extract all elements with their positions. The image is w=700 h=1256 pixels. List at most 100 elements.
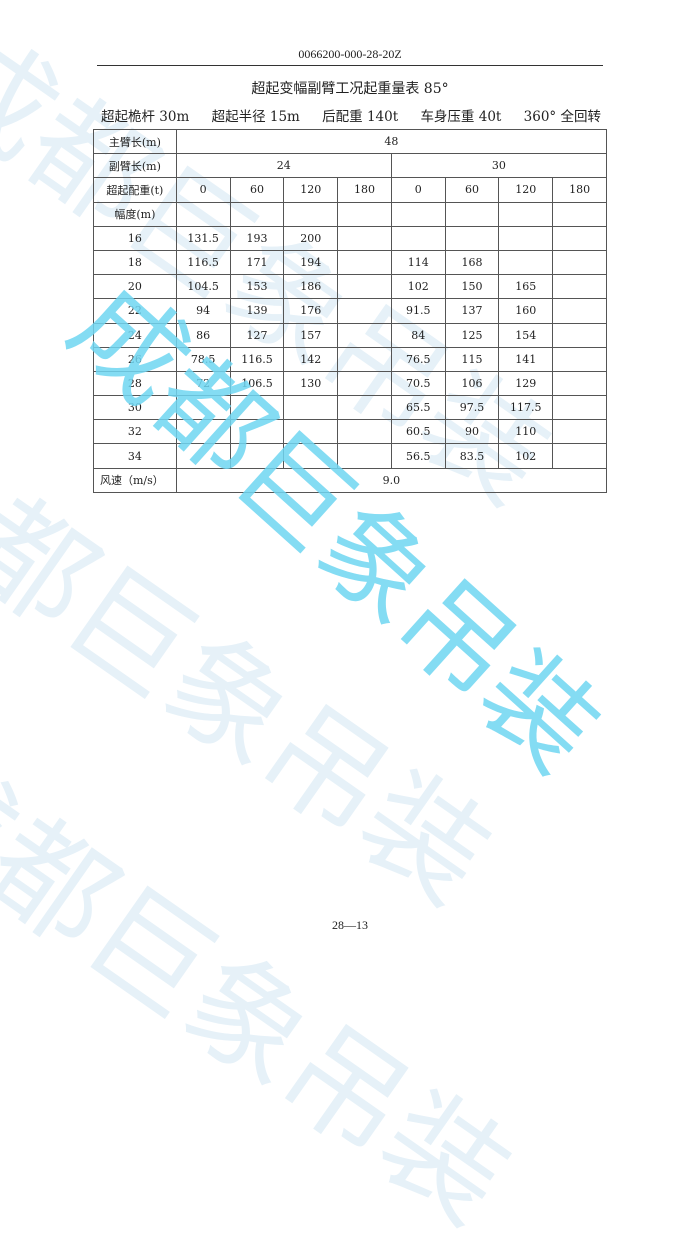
table-cell (175, 395, 231, 421)
table-cell (444, 201, 500, 227)
table-row: 副臂长(m) 24 30 (93, 153, 608, 179)
table-cell: 110 (498, 419, 554, 445)
row-header: 18 (93, 249, 177, 276)
row-header: 主臂长(m) (93, 128, 177, 155)
table-cell: 94 (175, 298, 231, 324)
table-cell: 139 (229, 298, 285, 324)
table-cell: 154 (498, 322, 554, 348)
table-cell: 91.5 (390, 298, 446, 324)
table-cell: 142 (283, 346, 339, 372)
table-cell: 24 (175, 153, 392, 179)
row-header: 风速（m/s） (93, 467, 177, 493)
table-cell (337, 201, 392, 227)
table-cell: 48 (175, 128, 608, 155)
table-cell (337, 322, 392, 348)
row-header: 16 (93, 225, 177, 251)
table-cell: 84 (390, 322, 446, 348)
table-cell: 83.5 (444, 443, 500, 469)
row-header: 幅度(m) (93, 201, 177, 227)
row-header: 28 (93, 370, 177, 397)
table-row: 34 56.5 83.5 102 (93, 443, 607, 469)
table-cell: 60.5 (390, 419, 446, 445)
header-divider (97, 65, 603, 66)
table-cell (175, 443, 231, 469)
table-row: 超起配重(t) 0 60 120 180 0 60 120 180 (93, 177, 607, 203)
table-cell: 150 (444, 274, 500, 300)
watermark-faint: 成都巨象吊装 (0, 723, 534, 1251)
table-cell (390, 225, 446, 251)
table-cell: 114 (390, 249, 446, 276)
table-cell: 194 (283, 249, 339, 276)
table-cell: 193 (229, 225, 285, 251)
table-cell: 106 (444, 370, 500, 397)
table-cell (337, 370, 392, 397)
table-cell: 104.5 (175, 274, 231, 300)
table-cell (552, 298, 607, 324)
row-header: 副臂长(m) (93, 153, 177, 179)
table-cell: 78.5 (175, 346, 231, 372)
table-cell: 200 (283, 225, 339, 251)
table-cell (337, 225, 392, 251)
table-cell (283, 395, 339, 421)
table-cell (337, 346, 392, 372)
table-cell: 86 (175, 322, 231, 348)
table-cell (390, 201, 446, 227)
table-cell (283, 419, 339, 445)
table-cell: 102 (390, 274, 446, 300)
table-cell: 9.0 (175, 467, 608, 493)
table-cell (337, 395, 392, 421)
table-cell (337, 419, 392, 445)
table-cell: 115 (444, 346, 500, 372)
table-row: 32 60.5 90 110 (93, 419, 607, 445)
page-number: 28—13 (332, 918, 368, 932)
row-header: 32 (93, 419, 177, 445)
table-cell (552, 419, 607, 445)
table-cell: 60 (229, 177, 285, 203)
row-header: 24 (93, 322, 177, 348)
table-cell: 131.5 (175, 225, 231, 251)
table-cell (552, 225, 607, 251)
table-cell (552, 346, 607, 372)
table-cell (498, 225, 554, 251)
table-cell: 137 (444, 298, 500, 324)
table-row: 26 78.5 116.5 142 76.5 115 141 (93, 346, 607, 372)
table-cell (552, 395, 607, 421)
table-cell (175, 201, 231, 227)
table-cell (283, 443, 339, 469)
load-chart-table: 主臂长(m) 48 副臂长(m) 24 30 超起配重(t) 0 60 120 180 0 60 1… (93, 128, 608, 493)
row-header: 34 (93, 443, 177, 469)
table-cell: 70.5 (390, 370, 446, 397)
conditions: 超起桅杆 30m 超起半径 15m 后配重 140t 车身压重 40t 360°… (101, 105, 601, 125)
table-cell: 30 (390, 153, 608, 179)
table-row: 风速（m/s） 9.0 (93, 467, 608, 493)
table-cell: 130 (283, 370, 339, 397)
condition: 车身压重 40t (420, 109, 502, 125)
table-cell (337, 443, 392, 469)
table-cell: 120 (498, 177, 554, 203)
table-cell: 56.5 (390, 443, 446, 469)
condition: 360° 全回转 (523, 109, 601, 125)
row-header: 30 (93, 395, 177, 421)
table-cell: 180 (552, 177, 607, 203)
table-row: 20 104.5 153 186 102 150 165 (93, 274, 607, 300)
condition: 超起桅杆 30m (101, 109, 190, 125)
condition: 后配重 140t (322, 109, 399, 125)
table-cell: 168 (444, 249, 500, 276)
table-cell: 60 (444, 177, 500, 203)
table-cell: 120 (283, 177, 339, 203)
table-cell: 157 (283, 322, 339, 348)
row-header: 26 (93, 346, 177, 372)
table-row: 幅度(m) (93, 201, 607, 227)
table-cell (552, 201, 607, 227)
table-cell: 97.5 (444, 395, 500, 421)
page-title: 超起变幅副臂工况起重量表 85° (251, 81, 449, 97)
table-cell: 102 (498, 443, 554, 469)
table-row: 16 131.5 193 200 (93, 225, 607, 251)
table-cell (552, 274, 607, 300)
table-cell: 186 (283, 274, 339, 300)
table-cell: 153 (229, 274, 285, 300)
table-cell (283, 201, 339, 227)
table-cell (175, 419, 231, 445)
table-cell: 0 (175, 177, 231, 203)
table-cell (229, 419, 285, 445)
